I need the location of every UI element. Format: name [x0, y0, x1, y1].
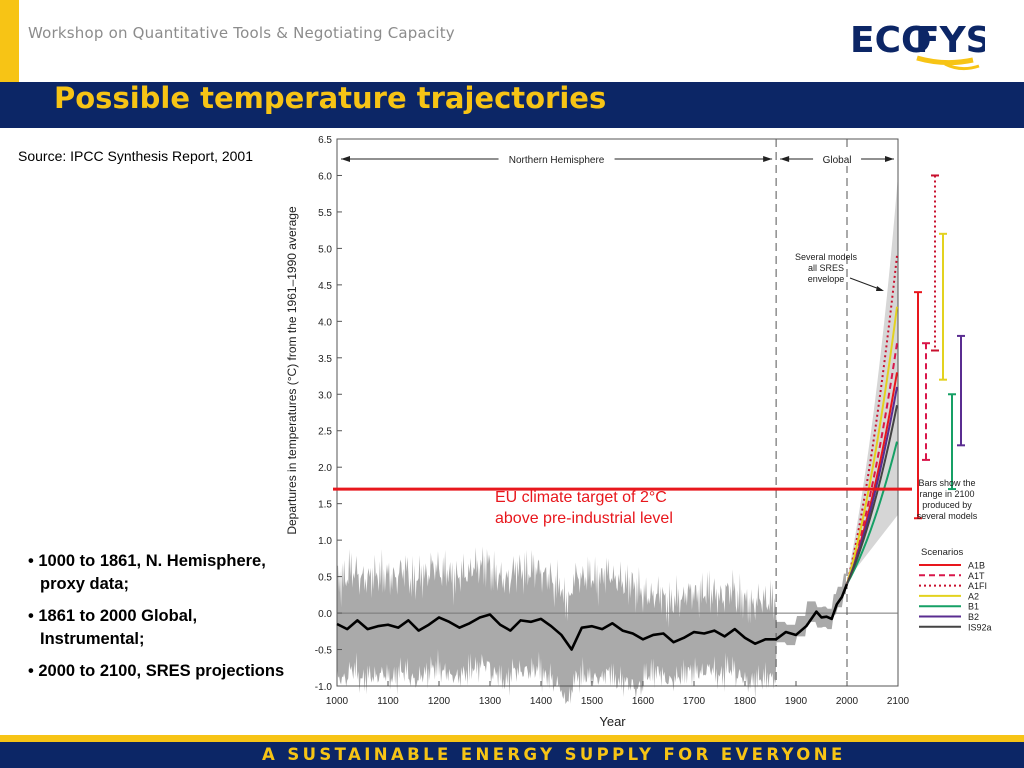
slide-title: Possible temperature trajectories [54, 81, 607, 115]
footer-band [0, 742, 1024, 768]
sres-envelope [847, 175, 898, 581]
envelope-annotation-line: Several models [795, 252, 858, 262]
y-tick-label: 6.0 [318, 171, 332, 182]
bullet-item: • 1861 to 2000 Global, Instrumental; [28, 607, 198, 648]
legend-label-b2: B2 [968, 612, 979, 622]
x-tick-label: 1400 [530, 696, 553, 707]
eu-target-line2: above pre-industrial level [495, 510, 673, 527]
scenario-line-b1 [846, 441, 898, 585]
x-tick-label: 1800 [734, 696, 757, 707]
nh-arrow-head-right [763, 156, 773, 162]
y-tick-label: 4.5 [318, 281, 332, 292]
envelope-annotation-line: all SRES [808, 263, 844, 273]
y-tick-label: 3.0 [318, 390, 332, 401]
global-arrow-head-right [885, 156, 894, 162]
legend-label-a1b: A1B [968, 561, 985, 571]
global-arrow-head-left [780, 156, 790, 162]
y-tick-label: 4.0 [318, 317, 332, 328]
eu-target-label: EU climate target of 2°C above pre-indus… [495, 487, 673, 529]
y-tick-label: 5.5 [318, 208, 332, 219]
x-tick-label: 1900 [785, 696, 808, 707]
x-tick-label: 1500 [581, 696, 604, 707]
bullet-item: • 1000 to 1861, N. Hemisphere, proxy dat… [28, 552, 266, 593]
legend-label-b1: B1 [968, 602, 979, 612]
y-axis-label: Departures in temperatures (°C) from the… [285, 206, 299, 535]
legend-title: Scenarios [921, 547, 963, 558]
legend-label-a2: A2 [968, 591, 979, 601]
x-tick-label: 1200 [428, 696, 451, 707]
bullet-item: • 2000 to 2100, SRES projections [28, 662, 285, 680]
footer-tagline: A SUSTAINABLE ENERGY SUPPLY FOR EVERYONE [262, 745, 846, 764]
title-band [0, 82, 1024, 128]
historical-temperature-line [336, 583, 849, 651]
y-tick-label: 6.5 [318, 135, 332, 146]
workshop-title: Workshop on Quantitative Tools & Negotia… [28, 24, 455, 42]
bars-annotation-line: range in 2100 [919, 489, 974, 499]
x-tick-label: 1100 [377, 696, 399, 707]
bars-annotation-line: several models [917, 511, 978, 521]
y-tick-label: -0.5 [315, 646, 333, 657]
bars-annotation-line: produced by [922, 500, 972, 510]
plot-frame [336, 138, 899, 687]
legend-label-is92a: IS92a [968, 622, 992, 632]
x-axis-label: Year [599, 714, 626, 729]
region-label-global: Global [823, 155, 852, 166]
y-tick-label: 2.0 [318, 463, 332, 474]
legend-label-a1fi: A1FI [968, 581, 987, 591]
x-tick-label: 1300 [479, 696, 502, 707]
region-label-bg [498, 152, 615, 166]
region-label-bg [813, 152, 862, 166]
y-tick-label: 0.0 [318, 609, 332, 620]
ecofys-logo: ECO FYS [850, 20, 985, 71]
envelope-annotation-arrowhead [876, 286, 884, 291]
y-tick-label: -1.0 [315, 682, 333, 693]
bars-annotation-line: Bars show the [918, 478, 975, 488]
header-accent-bar [0, 0, 19, 82]
footer-accent-bar [0, 735, 1024, 742]
x-tick-label: 2100 [887, 696, 910, 707]
x-tick-label: 1600 [632, 696, 655, 707]
legend-label-a1t: A1T [968, 571, 985, 581]
y-tick-label: 2.5 [318, 427, 332, 438]
scenario-line-is92a [846, 405, 898, 585]
region-label-nh: Northern Hemisphere [509, 155, 605, 166]
y-tick-label: 3.5 [318, 354, 332, 365]
y-tick-label: 1.5 [318, 500, 332, 511]
x-tick-label: 1000 [326, 696, 349, 707]
envelope-annotation-line: envelope [808, 274, 845, 284]
scenario-line-a1fi [846, 255, 898, 585]
y-tick-label: 5.0 [318, 244, 332, 255]
source-text: Source: IPCC Synthesis Report, 2001 [18, 148, 254, 164]
y-tick-label: 1.0 [318, 536, 332, 547]
logo-eco: ECO [850, 20, 932, 61]
eu-target-line1: EU climate target of 2°C [495, 489, 667, 506]
x-tick-label: 1700 [683, 696, 706, 707]
x-tick-label: 2000 [836, 696, 859, 707]
y-tick-label: 0.5 [318, 573, 332, 584]
scenario-line-a2 [846, 306, 898, 585]
bullet-list: • 1000 to 1861, N. Hemisphere, proxy dat… [28, 550, 288, 692]
nh-arrow-head-left [341, 156, 350, 162]
logo-fys: FYS [915, 20, 985, 61]
